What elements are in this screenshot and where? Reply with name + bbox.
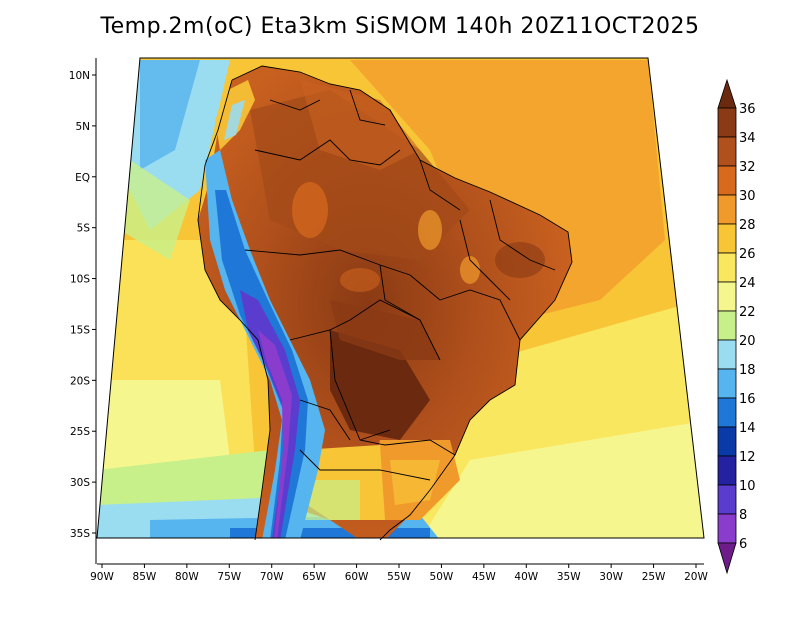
lat-tick-label: 10S	[70, 274, 90, 286]
colorbar-segment	[717, 194, 737, 225]
lat-tick-label: EQ	[75, 172, 90, 184]
colorbar-label: 12	[739, 450, 756, 465]
lon-tick-label: 25W	[642, 571, 666, 583]
colorbar-segment	[717, 397, 737, 428]
colorbar-segment	[717, 165, 737, 196]
lon-tick-label: 90W	[90, 571, 114, 583]
colorbar-label: 32	[739, 160, 756, 175]
colorbar-segment	[717, 223, 737, 254]
political-borders	[197, 65, 573, 541]
colorbar-segment	[717, 252, 737, 283]
colorbar-label: 20	[739, 334, 756, 349]
colorbar-bottom-arrow	[717, 542, 737, 575]
lat-tick-label: 10N	[69, 70, 90, 82]
lon-tick-label: 80W	[175, 571, 199, 583]
lon-tick-label: 20W	[684, 571, 708, 583]
colorbar-label: 16	[739, 392, 756, 407]
colorbar-label: 36	[739, 102, 756, 117]
lon-tick-label: 70W	[260, 571, 284, 583]
colorbar-segment	[717, 281, 737, 312]
colorbar-segment	[717, 136, 737, 167]
colorbar-label: 18	[739, 363, 756, 378]
colorbar-segment	[717, 107, 737, 138]
colorbar-label: 14	[739, 421, 756, 436]
lat-tick-label: 5N	[75, 121, 90, 133]
lon-axis: 90W 85W 80W 75W 70W 65W 60W 55W 50W 45W 40W 35W 30W 2…	[90, 563, 708, 583]
lon-tick-label: 40W	[514, 571, 538, 583]
colorbar-segment	[717, 455, 737, 486]
colorbar-top-arrow	[717, 78, 737, 109]
lon-tick-label: 45W	[472, 571, 496, 583]
map-frame	[96, 57, 705, 539]
colorbar-label: 6	[739, 537, 747, 552]
colorbar-label: 8	[739, 508, 747, 523]
colorbar: 36 34 32 30 28 26 24 22 20 18 16 14 12 10 8 6	[717, 78, 756, 575]
colorbar-segment	[717, 339, 737, 370]
lat-tick-label: 5S	[77, 223, 91, 235]
lat-tick-label: 15S	[70, 324, 90, 336]
colorbar-segment	[717, 426, 737, 457]
colorbar-label: 28	[739, 218, 756, 233]
lat-tick-label: 25S	[70, 426, 90, 438]
lon-tick-label: 85W	[133, 571, 157, 583]
colorbar-label: 24	[739, 276, 756, 291]
colorbar-segment	[717, 513, 737, 544]
colorbar-label: 22	[739, 305, 756, 320]
map-title: Temp.2m(oC) Eta3km SiSMOM 140h 20Z11OCT2…	[100, 14, 700, 39]
temperature-field	[97, 58, 704, 538]
colorbar-segment	[717, 368, 737, 399]
colorbar-segment	[717, 484, 737, 515]
lon-tick-label: 65W	[302, 571, 326, 583]
lon-tick-label: 60W	[345, 571, 369, 583]
lon-tick-label: 55W	[387, 571, 411, 583]
lon-tick-label: 50W	[430, 571, 454, 583]
lon-tick-label: 30W	[599, 571, 623, 583]
colorbar-label: 30	[739, 189, 756, 204]
lat-tick-label: 30S	[70, 477, 90, 489]
colorbar-label: 10	[739, 479, 756, 494]
lon-tick-label: 35W	[557, 571, 581, 583]
colorbar-label: 26	[739, 247, 756, 262]
lat-tick-label: 20S	[70, 375, 90, 387]
colorbar-label: 34	[739, 131, 756, 146]
lat-axis: 10N 5N EQ 5S 10S 15S 20S 25S 30S 35S	[69, 58, 97, 564]
lat-tick-label: 35S	[70, 528, 90, 540]
lon-tick-label: 75W	[217, 571, 241, 583]
colorbar-segment	[717, 310, 737, 341]
